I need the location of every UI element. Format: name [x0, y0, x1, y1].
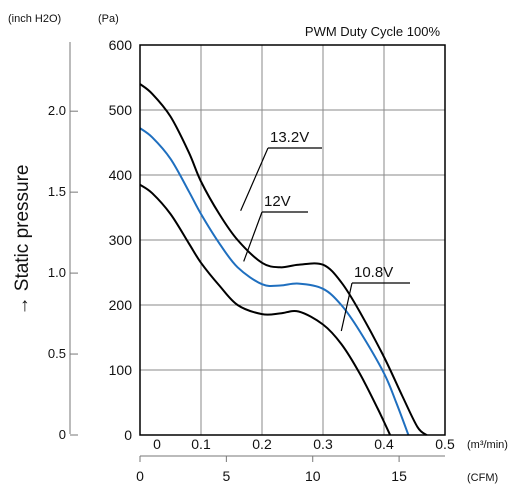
x-tick-label: 0.4: [374, 436, 394, 452]
leader-line: [340, 282, 353, 332]
y-tick-label: 0: [124, 427, 132, 443]
grid: [140, 45, 445, 435]
series-label: 13.2V: [270, 129, 309, 146]
y-tick-label: 100: [109, 362, 133, 378]
cfm-tick-label: 5: [222, 468, 230, 484]
inch-tick-label: 0.5: [48, 346, 66, 361]
y-tick-label: 500: [109, 102, 133, 118]
leader-line: [240, 147, 269, 211]
x-tick-label: 0.3: [313, 436, 333, 452]
inch-tick-label: 1.5: [48, 184, 66, 199]
chart-title: PWM Duty Cycle 100%: [305, 24, 441, 39]
series-line-12V: [139, 127, 410, 436]
x-tick-label: 0.5: [435, 436, 455, 452]
m3-unit-label: (m³/min): [467, 439, 508, 451]
y-axis-label: → Static pressure: [12, 165, 33, 316]
cfm-tick-label: 10: [305, 468, 321, 484]
x-tick-label: 0.1: [191, 436, 211, 452]
inch-axis: 0 0.5 1.0 1.5 2.0: [48, 103, 78, 442]
series-line-13-2V: [139, 83, 428, 436]
x-tick-label: 0: [153, 436, 161, 452]
cfm-tick-label: 15: [391, 468, 407, 484]
x-tick-label: 0.2: [252, 436, 272, 452]
y-tick-label: 300: [109, 232, 133, 248]
y-tick-label: 400: [109, 167, 133, 183]
y-tick-label: 600: [109, 37, 133, 53]
cfm-tick-label: 0: [136, 468, 144, 484]
series-labels: 13.2V 12V 10.8V: [240, 129, 410, 332]
inch-tick-label: 2.0: [48, 103, 66, 118]
cfm-unit-label: (CFM): [467, 472, 498, 484]
pa-unit-label: (Pa): [98, 13, 119, 25]
series-line-10-8V: [139, 183, 392, 436]
inch-unit-label: (inch H2O): [8, 13, 61, 25]
series-label: 10.8V: [354, 264, 393, 281]
pa-axis: 0 100 200 300 400 500 600: [109, 37, 133, 443]
plot-frame: [139, 44, 446, 436]
series-layer: [139, 83, 428, 436]
inch-tick-label: 0: [59, 427, 66, 442]
cfm-axis: 0 5 10 15: [136, 456, 407, 484]
inch-tick-label: 1.0: [48, 265, 66, 280]
series-label: 12V: [264, 193, 291, 210]
y-tick-label: 200: [109, 297, 133, 313]
leader-line: [243, 211, 263, 262]
m3-axis: 0 0.1 0.2 0.3 0.4 0.5: [153, 436, 455, 452]
